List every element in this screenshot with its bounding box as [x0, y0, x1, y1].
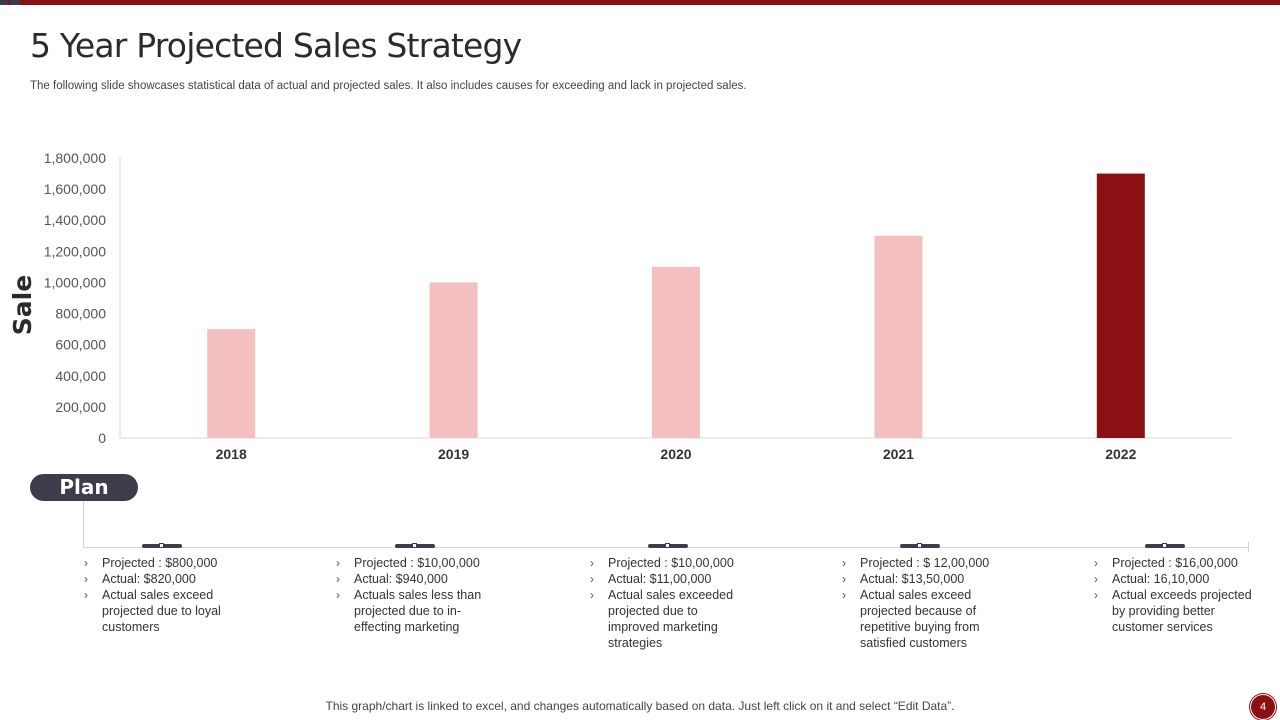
chevron-right-icon: ›	[336, 572, 340, 586]
timeline-marker-knob	[412, 543, 417, 548]
y-tick-label: 0	[98, 430, 106, 446]
chevron-right-icon: ›	[842, 572, 846, 586]
plan-item: › Actual: $13,50,000	[840, 571, 990, 587]
plan-item-text: Actual: $940,000	[354, 572, 448, 586]
timeline-marker-knob	[917, 543, 922, 548]
plan-item-text: Actual sales exceeded projected due to i…	[608, 588, 734, 650]
x-tick-label: 2021	[883, 446, 914, 462]
plan-item-text: Actual sales exceed projected because of…	[860, 588, 980, 650]
plan-item: › Actual sales exceeded projected due to …	[588, 587, 748, 651]
plan-item: › Projected : $10,00,000	[334, 555, 494, 571]
plan-item: › Actual: $11,00,000	[588, 571, 748, 587]
y-tick-label: 400,000	[55, 368, 106, 384]
chevron-right-icon: ›	[590, 588, 594, 602]
y-tick-label: 1,800,000	[44, 150, 106, 166]
y-tick-label: 1,600,000	[44, 181, 106, 197]
timeline-marker	[900, 543, 940, 548]
x-tick-label: 2020	[660, 446, 691, 462]
y-tick-label: 600,000	[55, 337, 106, 353]
x-tick-label: 2018	[216, 446, 247, 462]
chevron-right-icon: ›	[1094, 556, 1098, 570]
chevron-right-icon: ›	[84, 588, 88, 602]
x-tick-label: 2022	[1105, 446, 1136, 462]
plan-item: › Projected : $16,00,000	[1092, 555, 1252, 571]
plan-item-text: Actual exceeds projected by providing be…	[1112, 588, 1252, 634]
y-axis-title: Sale	[8, 275, 37, 335]
y-tick-label: 1,400,000	[44, 212, 106, 228]
plan-item: › Actual exceeds projected by providing b…	[1092, 587, 1252, 635]
plan-item: › Projected : $ 12,00,000	[840, 555, 990, 571]
footer-note: This graph/chart is linked to excel, and…	[325, 699, 955, 713]
plan-label: Plan	[30, 474, 138, 501]
bar-2021	[874, 235, 923, 438]
bar-2022	[1096, 173, 1145, 439]
chevron-right-icon: ›	[1094, 572, 1098, 586]
y-tick-label: 800,000	[55, 306, 106, 322]
plan-timeline-end-tick	[1248, 542, 1249, 552]
plan-item-text: Projected : $10,00,000	[354, 556, 480, 570]
chevron-right-icon: ›	[84, 556, 88, 570]
timeline-marker	[1145, 543, 1185, 548]
slide-subtitle: The following slide showcases statistica…	[30, 80, 747, 92]
y-tick-label: 200,000	[55, 399, 106, 415]
plan-item: › Projected : $10,00,000	[588, 555, 748, 571]
top-corner-mark	[0, 0, 8, 5]
plan-item: › Projected : $800,000	[82, 555, 242, 571]
timeline-marker	[142, 543, 182, 548]
plan-item: › Actual sales exceed projected because o…	[840, 587, 990, 651]
chevron-right-icon: ›	[590, 572, 594, 586]
plan-column-2018: › Projected : $800,000 › Actual: $820,000 …	[82, 555, 242, 635]
plan-item-text: Actual sales exceed projected due to loy…	[102, 588, 221, 634]
top-corner-mark	[10, 0, 20, 5]
plan-column-2020: › Projected : $10,00,000 › Actual: $11,00,…	[588, 555, 748, 651]
chevron-right-icon: ›	[84, 572, 88, 586]
page-number-badge: 4	[1251, 695, 1275, 719]
chevron-right-icon: ›	[1094, 588, 1098, 602]
timeline-marker-knob	[665, 543, 670, 548]
plan-item: › Actual: $820,000	[82, 571, 242, 587]
plan-item: › Actuals sales less than projected due t…	[334, 587, 494, 635]
slide-title: 5 Year Projected Sales Strategy	[30, 26, 522, 65]
plan-item-text: Projected : $10,00,000	[608, 556, 734, 570]
bar-2018	[207, 329, 256, 438]
plan-item-text: Projected : $800,000	[102, 556, 218, 570]
timeline-marker	[395, 543, 435, 548]
plan-column-2019: › Projected : $10,00,000 › Actual: $940,00…	[334, 555, 494, 635]
plan-item-text: Actuals sales less than projected due to…	[354, 588, 482, 634]
plan-item-text: Actual: $11,00,000	[608, 572, 712, 586]
plan-connector-line	[83, 501, 84, 547]
plan-item-text: Actual: 16,10,000	[1112, 572, 1210, 586]
bar-2019	[429, 282, 478, 438]
timeline-marker-knob	[159, 543, 164, 548]
y-tick-label: 1,200,000	[44, 243, 106, 259]
y-tick-label: 1,000,000	[44, 274, 106, 290]
plan-item: › Actual sales exceed projected due to lo…	[82, 587, 242, 635]
plan-column-2021: › Projected : $ 12,00,000 › Actual: $13,50…	[840, 555, 990, 651]
chevron-right-icon: ›	[590, 556, 594, 570]
plan-item-text: Actual: $13,50,000	[860, 572, 965, 586]
plan-item: › Actual: 16,10,000	[1092, 571, 1252, 587]
timeline-marker	[648, 543, 688, 548]
plan-item-text: Projected : $16,00,000	[1112, 556, 1238, 570]
chevron-right-icon: ›	[842, 588, 846, 602]
plan-item-text: Projected : $ 12,00,000	[860, 556, 990, 570]
chevron-right-icon: ›	[336, 556, 340, 570]
timeline-marker-knob	[1162, 543, 1167, 548]
sales-bar-chart[interactable]: 0 200,000 400,000 600,000 800,000 1,000,000 1,…	[0, 140, 1280, 470]
bar-2020	[652, 266, 700, 438]
top-accent-bar	[0, 0, 1280, 5]
plan-column-2022: › Projected : $16,00,000 › Actual: 16,10,0…	[1092, 555, 1252, 635]
plan-item-text: Actual: $820,000	[102, 572, 196, 586]
chevron-right-icon: ›	[336, 588, 340, 602]
plan-item: › Actual: $940,000	[334, 571, 494, 587]
x-tick-label: 2019	[438, 446, 469, 462]
chevron-right-icon: ›	[842, 556, 846, 570]
